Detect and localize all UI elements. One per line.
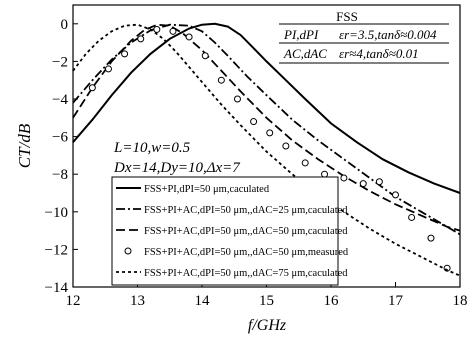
y-tick-label: −6 (52, 130, 68, 146)
series-4 (88, 25, 451, 272)
data-point (427, 234, 435, 242)
y-tick-label: −4 (52, 92, 68, 108)
y-axis-title: CT/dB (15, 123, 34, 168)
plot-area: 12 13 14 15 16 17 18 0 −2 −4 −6 −8 −10 −12 −14 (45, 4, 468, 309)
series-line (72, 23, 461, 277)
legend-entry: FSS+PI+AC,dPI=50 μm,,dAC=75 μm,caculated (116, 268, 348, 279)
y-tick-label: −2 (52, 54, 68, 70)
data-point (321, 170, 329, 178)
data-point (217, 76, 225, 84)
y-tick-label: −10 (45, 205, 68, 221)
data-point (301, 159, 309, 167)
data-point (359, 180, 367, 188)
x-tick-label: 14 (195, 293, 211, 309)
x-tick-label: 16 (324, 293, 340, 309)
data-point (185, 33, 193, 41)
material-box-pi-layer: PI,dPI (283, 27, 319, 42)
series-5 (72, 23, 461, 277)
legend: FSS+PI,dPI=50 μm,caculated FSS+PI+AC,dPI=… (111, 176, 349, 286)
data-point (408, 213, 416, 221)
series-line (72, 22, 461, 194)
legend-label: FSS+PI+AC,dPI=50 μm,,dAC=75 μm,caculated (144, 268, 348, 279)
data-point (375, 178, 383, 186)
data-point (340, 174, 348, 182)
x-axis: 12 13 14 15 16 17 18 (66, 282, 468, 309)
data-point (282, 142, 290, 150)
legend-entry: FSS+PI,dPI=50 μm,caculated (116, 184, 270, 195)
x-tick-label: 18 (453, 293, 468, 309)
x-tick-label: 17 (388, 293, 404, 309)
data-point (169, 27, 177, 35)
series-line (72, 23, 461, 236)
legend-label: FSS+PI+AC,dPI=50 μm,,dAC=25 μm,caculated (144, 205, 348, 216)
material-box-fss: FSS (336, 9, 358, 24)
legend-label: FSS+PI+AC,dPI=50 μm,,dAC=50 μm,caculated (144, 226, 348, 237)
y-tick-label: −8 (52, 167, 68, 183)
legend-entry: FSS+PI+AC,dPI=50 μm,,dAC=50 μm,caculated (116, 226, 348, 237)
data-point (233, 95, 241, 103)
x-axis-title: f/GHz (248, 317, 287, 334)
legend-label: FSS+PI,dPI=50 μm,caculated (144, 184, 270, 195)
data-point (250, 118, 258, 126)
series-2 (72, 23, 461, 236)
legend-entry: FSS+PI+AC,dPI=50 μm,,dAC=25 μm,caculated (116, 205, 348, 216)
series-3 (72, 23, 461, 232)
material-box-pi-props: εr=3.5,tanδ≈0.004 (339, 27, 437, 42)
y-tick-label: −12 (45, 242, 68, 258)
material-box-ac-layer: AC,dAC (283, 46, 327, 61)
y-axis: 0 −2 −4 −6 −8 −10 −12 −14 (45, 17, 78, 296)
data-point (104, 65, 112, 73)
legend-marker (124, 247, 132, 255)
legend-label: FSS+PI+AC,dPI=50 μm,,dAC=50 μm,measured (144, 247, 349, 258)
material-box-ac-props: εr≈4,tanδ≈0.01 (339, 46, 419, 61)
data-point (392, 191, 399, 199)
data-point (121, 50, 129, 58)
material-box: FSS PI,dPI εr=3.5,tanδ≈0.004 AC,dAC εr≈4… (279, 9, 449, 64)
data-point (137, 35, 145, 43)
annotation-params-line2: Dx=14,Dy=10,Δx=7 (113, 160, 241, 176)
series-line (72, 23, 461, 232)
y-tick-label: 0 (61, 17, 69, 33)
data-point (153, 25, 161, 33)
series-layer (72, 22, 461, 277)
data-point (201, 52, 209, 60)
x-tick-label: 15 (259, 293, 274, 309)
annotation-params-line1: L=10,w=0.5 (113, 140, 191, 156)
legend-entry: FSS+PI+AC,dPI=50 μm,,dAC=50 μm,measured (124, 247, 349, 258)
legend-frame (111, 176, 339, 286)
x-tick-label: 13 (130, 293, 145, 309)
series-1 (72, 22, 461, 194)
x-tick-label: 12 (66, 293, 81, 309)
y-tick-label: −14 (45, 280, 69, 296)
data-point (266, 129, 274, 137)
data-point (88, 84, 96, 92)
